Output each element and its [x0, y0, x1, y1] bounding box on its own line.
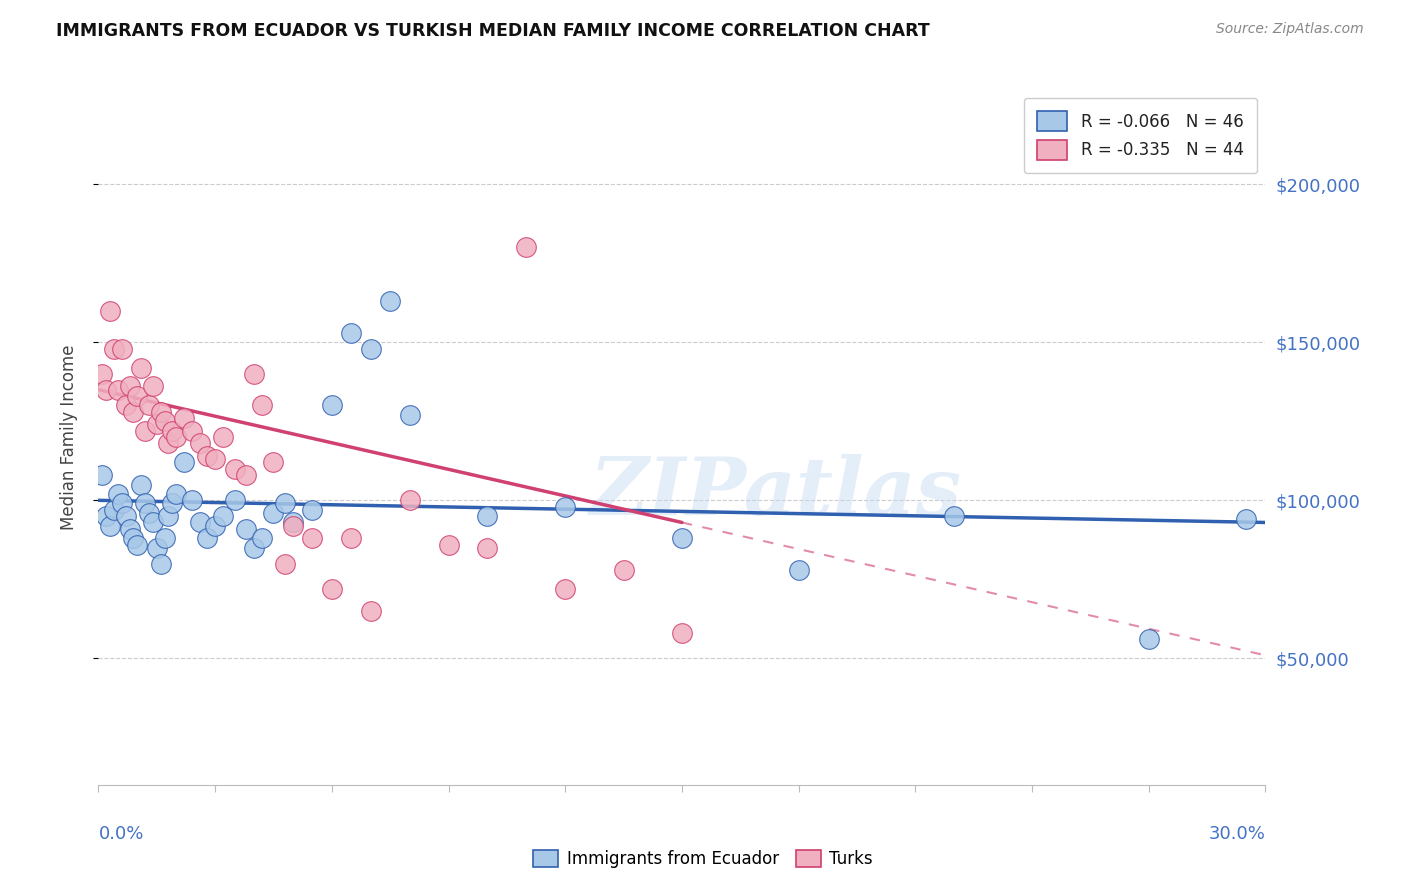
- Text: Source: ZipAtlas.com: Source: ZipAtlas.com: [1216, 22, 1364, 37]
- Legend: Immigrants from Ecuador, Turks: Immigrants from Ecuador, Turks: [527, 843, 879, 875]
- Point: [235, 468, 257, 483]
- Point: [301, 503, 323, 517]
- Point: [360, 342, 382, 356]
- Point: [477, 541, 499, 555]
- Point: [212, 509, 235, 524]
- Point: [224, 461, 246, 475]
- Point: [149, 557, 172, 571]
- Point: [91, 367, 114, 381]
- Point: [943, 509, 966, 524]
- Text: ZIPatlas: ZIPatlas: [589, 454, 962, 532]
- Point: [274, 557, 297, 571]
- Point: [437, 538, 460, 552]
- Point: [157, 509, 180, 524]
- Point: [153, 531, 176, 545]
- Point: [142, 516, 165, 530]
- Point: [243, 367, 266, 381]
- Point: [281, 518, 304, 533]
- Point: [134, 496, 156, 510]
- Point: [165, 430, 187, 444]
- Point: [188, 516, 211, 530]
- Point: [162, 424, 184, 438]
- Point: [262, 455, 284, 469]
- Point: [281, 516, 304, 530]
- Point: [153, 414, 176, 428]
- Text: 30.0%: 30.0%: [1209, 825, 1265, 843]
- Point: [98, 303, 121, 318]
- Point: [378, 294, 402, 309]
- Point: [107, 383, 129, 397]
- Point: [146, 541, 169, 555]
- Point: [91, 468, 114, 483]
- Point: [107, 487, 129, 501]
- Legend: R = -0.066   N = 46, R = -0.335   N = 44: R = -0.066 N = 46, R = -0.335 N = 44: [1024, 97, 1257, 173]
- Point: [157, 436, 180, 450]
- Point: [224, 493, 246, 508]
- Point: [188, 436, 211, 450]
- Point: [138, 399, 160, 413]
- Point: [340, 326, 363, 340]
- Point: [301, 531, 323, 545]
- Point: [787, 563, 810, 577]
- Point: [195, 531, 218, 545]
- Point: [360, 604, 382, 618]
- Point: [212, 430, 235, 444]
- Y-axis label: Median Family Income: Median Family Income: [59, 344, 77, 530]
- Point: [149, 405, 172, 419]
- Point: [671, 531, 693, 545]
- Point: [671, 626, 693, 640]
- Point: [195, 449, 218, 463]
- Point: [129, 477, 152, 491]
- Point: [515, 240, 537, 254]
- Point: [321, 582, 343, 596]
- Point: [103, 503, 125, 517]
- Point: [1137, 632, 1160, 647]
- Point: [250, 399, 273, 413]
- Point: [613, 563, 636, 577]
- Point: [340, 531, 363, 545]
- Point: [111, 342, 134, 356]
- Point: [127, 538, 149, 552]
- Point: [129, 360, 152, 375]
- Point: [96, 383, 118, 397]
- Point: [122, 531, 145, 545]
- Point: [138, 506, 160, 520]
- Point: [1234, 512, 1257, 526]
- Point: [235, 522, 257, 536]
- Point: [114, 509, 136, 524]
- Point: [142, 379, 165, 393]
- Point: [111, 496, 134, 510]
- Point: [165, 487, 187, 501]
- Point: [204, 452, 226, 467]
- Point: [274, 496, 297, 510]
- Point: [122, 405, 145, 419]
- Point: [321, 399, 343, 413]
- Point: [162, 496, 184, 510]
- Point: [96, 509, 118, 524]
- Point: [554, 500, 576, 514]
- Point: [103, 342, 125, 356]
- Point: [262, 506, 284, 520]
- Point: [173, 455, 195, 469]
- Point: [127, 389, 149, 403]
- Point: [98, 518, 121, 533]
- Point: [398, 408, 420, 422]
- Point: [477, 509, 499, 524]
- Text: IMMIGRANTS FROM ECUADOR VS TURKISH MEDIAN FAMILY INCOME CORRELATION CHART: IMMIGRANTS FROM ECUADOR VS TURKISH MEDIA…: [56, 22, 929, 40]
- Point: [118, 522, 141, 536]
- Point: [118, 379, 141, 393]
- Point: [180, 493, 202, 508]
- Point: [146, 417, 169, 432]
- Point: [173, 411, 195, 425]
- Point: [554, 582, 576, 596]
- Point: [204, 518, 226, 533]
- Point: [134, 424, 156, 438]
- Point: [398, 493, 420, 508]
- Point: [243, 541, 266, 555]
- Text: 0.0%: 0.0%: [98, 825, 143, 843]
- Point: [114, 399, 136, 413]
- Point: [180, 424, 202, 438]
- Point: [250, 531, 273, 545]
